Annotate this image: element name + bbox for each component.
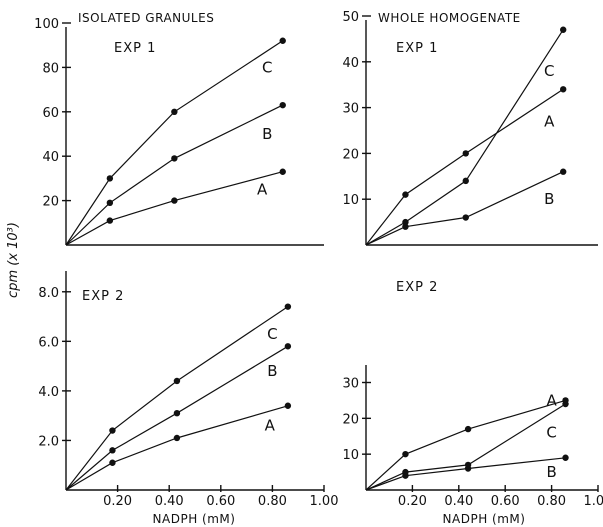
x-axis-label-left: NADPH (mM)	[153, 512, 236, 526]
x-axis-label-right: NADPH (mM)	[443, 512, 526, 526]
data-point-b	[560, 168, 567, 175]
series-label-b: B	[546, 463, 556, 481]
data-point-c	[109, 427, 116, 434]
panel-1: 20 40 60 80 100 ISOLATED GRANULES EXP 1 C B A	[34, 11, 324, 246]
data-point-a	[402, 450, 409, 458]
y-tick-label: 50	[342, 10, 359, 25]
x-tick-label: 0.80	[258, 494, 287, 509]
data-point-c	[562, 400, 569, 408]
data-point-c	[279, 37, 286, 44]
x-tick-label: 0.40	[444, 494, 473, 509]
y-tick-label: 40	[342, 56, 359, 71]
data-point-b	[279, 101, 286, 109]
series-label-c: C	[267, 325, 277, 343]
y-tick-label: 20	[342, 412, 359, 427]
y-tick-label: 30	[342, 377, 359, 392]
series-label-b: B	[544, 190, 554, 208]
series-label-b: B	[262, 125, 272, 143]
series-line-a	[365, 399, 566, 491]
y-tick-label: 10	[342, 448, 359, 463]
series-line-c	[65, 40, 284, 246]
x-tick-label: 0.20	[103, 494, 132, 509]
x-tick-label: 0.20	[398, 494, 427, 509]
y-tick-label: 4.0	[38, 385, 59, 400]
data-point-a	[106, 217, 114, 224]
data-point-c	[402, 468, 409, 476]
y-tick-label: 10	[342, 193, 359, 208]
y-tick-label: 6.0	[38, 335, 59, 350]
data-point-b	[284, 343, 292, 350]
data-point-c	[173, 377, 181, 385]
data-point-b	[109, 447, 116, 454]
data-point-a	[462, 150, 469, 157]
data-point-a	[109, 459, 116, 466]
series-label-c: C	[544, 62, 554, 80]
data-point-c	[284, 303, 292, 310]
data-point-a	[171, 197, 178, 204]
data-point-c	[462, 177, 469, 185]
data-point-a	[284, 402, 292, 409]
x-tick-label: 0.60	[491, 494, 520, 509]
series-label-a: A	[546, 391, 557, 409]
series-line-c	[365, 29, 564, 246]
panel-4: 10 20 30 0.20 0.40 0.60 0.80 1.00 EXP 2 AC B	[342, 280, 603, 509]
y-tick-label: 60	[42, 106, 59, 121]
x-tick-label: 0.80	[537, 494, 566, 509]
panel-title: WHOLE HOMOGENATE	[378, 11, 521, 25]
series-label-a: A	[265, 417, 276, 435]
data-point-c	[171, 108, 178, 116]
data-point-b	[106, 199, 114, 207]
x-tick-label: 1.00	[310, 494, 339, 509]
series-line-a	[65, 405, 289, 491]
y-tick-label: 30	[342, 102, 359, 117]
series-label-c: C	[546, 424, 556, 442]
panel-subtitle: EXP 2	[396, 280, 438, 295]
series-label-b: B	[267, 362, 277, 380]
panel-3: 2.0 4.0 6.0 8.0 0.20 0.40 0.60 0.80 1.00 EXP 2 C B A	[38, 271, 338, 509]
data-point-b	[562, 454, 569, 461]
x-tick-label: 1.00	[584, 494, 603, 509]
data-point-b	[173, 409, 181, 417]
data-point-b	[171, 155, 178, 162]
series-label-a: A	[544, 112, 555, 130]
data-point-c	[464, 461, 472, 469]
panel-2: 10 20 30 40 50 WHOLE HOMOGENATE EXP 1 C A B	[342, 10, 598, 246]
panel-subtitle: EXP 2	[82, 289, 124, 304]
series-line-c	[65, 306, 289, 491]
y-tick-label: 20	[42, 195, 59, 210]
y-tick-label: 100	[34, 17, 59, 32]
series-label-c: C	[262, 58, 272, 76]
series-line-c	[365, 403, 566, 491]
y-tick-label: 40	[42, 150, 59, 165]
x-tick-label: 0.40	[155, 494, 184, 509]
data-point-a	[173, 434, 181, 442]
data-point-a	[402, 191, 409, 198]
data-point-c	[402, 218, 409, 226]
y-tick-label: 8.0	[38, 286, 59, 301]
y-axis-label: cpm (x 10³)	[6, 222, 21, 298]
panel-subtitle: EXP 1	[396, 41, 438, 56]
panel-subtitle: EXP 1	[114, 41, 156, 56]
panel-title: ISOLATED GRANULES	[78, 11, 214, 25]
data-point-c	[560, 26, 567, 33]
series-line-b	[365, 171, 564, 246]
series-line-b	[65, 345, 289, 491]
series-line-b	[365, 457, 566, 491]
y-tick-label: 20	[342, 147, 359, 162]
series-line-a	[65, 171, 283, 246]
series-line-a	[365, 88, 564, 246]
x-tick-label: 0.60	[206, 494, 235, 509]
y-tick-label: 2.0	[38, 434, 59, 449]
data-point-a	[279, 168, 286, 175]
y-tick-label: 80	[42, 61, 59, 76]
data-point-b	[462, 214, 469, 221]
data-point-c	[106, 175, 114, 182]
data-point-b	[402, 223, 409, 230]
data-point-a	[560, 86, 567, 93]
series-label-a: A	[257, 181, 268, 199]
series-line-b	[65, 104, 283, 246]
data-point-a	[464, 425, 472, 433]
